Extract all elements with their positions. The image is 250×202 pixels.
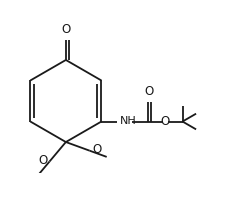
Text: O: O (38, 154, 47, 167)
Text: O: O (144, 85, 154, 98)
Text: O: O (61, 23, 70, 36)
Text: O: O (93, 143, 102, 157)
Text: NH: NH (120, 116, 137, 126)
Text: O: O (160, 115, 170, 128)
